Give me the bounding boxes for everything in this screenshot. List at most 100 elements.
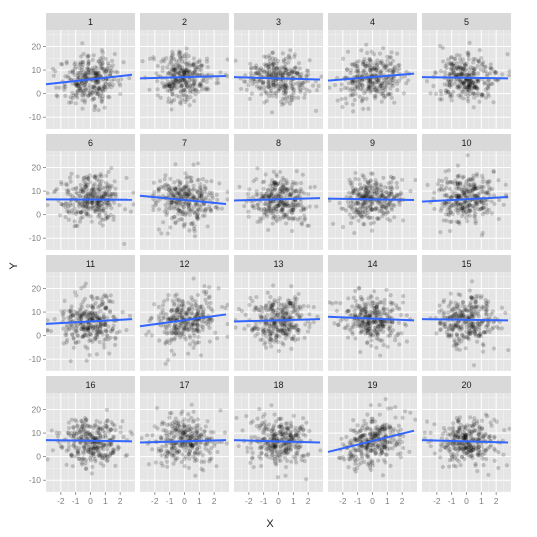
data-point — [365, 63, 370, 69]
data-point — [457, 53, 462, 58]
data-point — [104, 213, 109, 218]
data-point — [268, 83, 273, 88]
data-point — [282, 211, 287, 216]
data-point — [186, 190, 192, 195]
data-point — [378, 353, 383, 358]
data-point — [471, 321, 476, 326]
data-point — [92, 181, 97, 187]
data-point — [292, 325, 297, 330]
data-point — [381, 329, 386, 334]
data-point — [483, 301, 489, 306]
data-point — [174, 331, 179, 336]
data-point — [168, 206, 174, 211]
data-point — [397, 78, 402, 83]
data-point — [268, 206, 273, 211]
data-point — [350, 190, 355, 195]
data-point — [169, 79, 174, 85]
data-point — [370, 207, 375, 212]
data-point — [165, 317, 171, 322]
data-point — [93, 314, 99, 319]
data-point — [445, 179, 450, 185]
data-point — [179, 211, 184, 217]
data-point — [290, 217, 296, 222]
data-point — [452, 311, 458, 317]
data-point — [363, 187, 368, 192]
facet-strip-label: 7 — [182, 138, 187, 148]
data-point — [269, 337, 274, 342]
data-point — [278, 84, 283, 89]
data-point — [389, 76, 394, 81]
facet-strip-label: 13 — [273, 259, 283, 269]
data-point — [195, 178, 200, 183]
data-point — [473, 294, 478, 299]
data-point — [352, 210, 357, 215]
data-point — [472, 84, 477, 89]
data-point — [273, 332, 278, 337]
data-point — [72, 224, 77, 229]
data-point — [471, 70, 476, 76]
data-point — [383, 205, 388, 210]
data-point — [450, 211, 455, 217]
data-point — [350, 186, 356, 191]
data-point — [195, 190, 200, 195]
data-point — [362, 201, 367, 207]
data-point — [487, 187, 492, 192]
data-point — [124, 328, 129, 333]
data-point — [185, 174, 190, 179]
data-point — [438, 68, 443, 74]
data-point — [286, 216, 291, 221]
data-point — [87, 311, 92, 316]
data-point — [265, 68, 270, 73]
data-point — [288, 327, 293, 332]
data-point — [259, 316, 264, 321]
data-point — [376, 216, 382, 221]
trend-line — [233, 318, 321, 323]
data-point — [378, 312, 383, 317]
data-point — [105, 315, 110, 320]
data-point — [374, 85, 380, 90]
data-point — [80, 106, 85, 111]
data-point — [266, 81, 271, 86]
data-point — [367, 215, 372, 220]
data-point — [347, 177, 352, 183]
data-point — [99, 194, 104, 199]
data-point — [191, 81, 197, 86]
data-point — [84, 208, 89, 213]
data-point — [287, 209, 292, 214]
data-point — [86, 328, 91, 334]
data-point — [195, 311, 200, 316]
data-point — [164, 83, 169, 88]
data-point — [95, 184, 100, 189]
data-point — [280, 340, 285, 345]
data-point — [345, 86, 350, 91]
data-point — [462, 191, 467, 196]
data-point — [273, 78, 278, 84]
data-point — [344, 208, 349, 213]
data-point — [461, 209, 466, 214]
data-point — [467, 208, 473, 214]
data-point — [365, 314, 371, 319]
data-point — [83, 204, 88, 209]
data-point — [84, 70, 89, 76]
data-point — [370, 186, 375, 191]
data-point — [179, 303, 184, 308]
data-point — [66, 204, 71, 209]
data-point — [100, 66, 105, 71]
data-point — [371, 182, 376, 188]
data-point — [465, 85, 470, 90]
data-point — [85, 66, 90, 71]
data-point — [182, 77, 187, 83]
data-point — [172, 336, 177, 341]
data-point — [104, 69, 109, 74]
data-point — [472, 85, 477, 91]
data-point — [398, 192, 404, 197]
data-point — [74, 324, 80, 329]
data-point — [69, 304, 74, 309]
data-point — [181, 192, 187, 197]
data-point — [457, 327, 463, 333]
data-point — [276, 316, 281, 321]
data-point — [189, 221, 195, 227]
data-point — [93, 332, 99, 337]
data-point — [473, 328, 479, 333]
data-point — [80, 90, 85, 95]
